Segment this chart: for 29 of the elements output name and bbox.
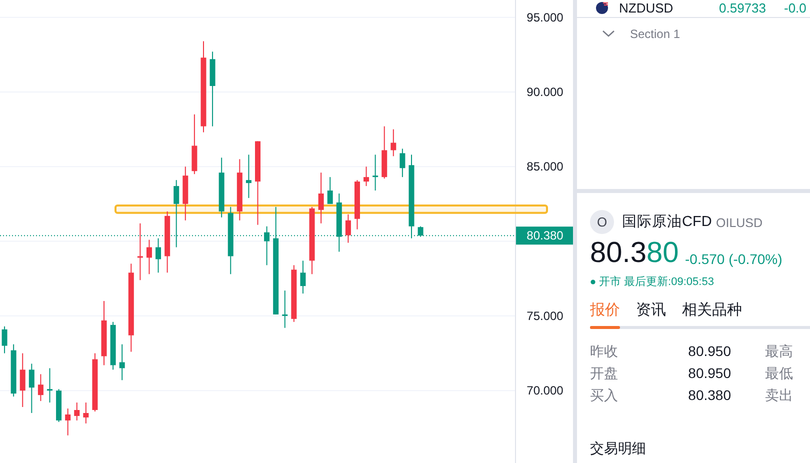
text: 开盘 bbox=[590, 365, 618, 381]
text: 开市 最后更新:09:05:53 bbox=[599, 275, 714, 288]
text: 80.380 bbox=[590, 237, 679, 269]
text: NZDUSD bbox=[619, 0, 674, 16]
text: O bbox=[596, 214, 608, 230]
text: 80.950 bbox=[688, 365, 732, 381]
text: Section 1 bbox=[630, 27, 680, 41]
ref-line-label: 80.380 bbox=[526, 228, 564, 243]
text: 报价 bbox=[589, 302, 620, 318]
text: 资讯 bbox=[636, 302, 666, 318]
text: 交易明细 bbox=[590, 440, 646, 456]
text: -0.570 (-0.70%) bbox=[685, 251, 782, 267]
y-tick-label: 75.000 bbox=[526, 308, 564, 323]
y-tick-label: 85.000 bbox=[526, 160, 564, 174]
text: 80.950 bbox=[688, 343, 732, 359]
text: 昨收 bbox=[590, 343, 618, 359]
text: 0.59733 bbox=[719, 0, 766, 16]
y-tick-label: 95.000 bbox=[526, 10, 564, 24]
text: 最低 bbox=[765, 365, 793, 381]
text: 买入 bbox=[590, 387, 618, 403]
y-tick-label: 90.000 bbox=[526, 84, 564, 99]
text: 卖出 bbox=[765, 387, 793, 403]
y-tick-label: 70.000 bbox=[526, 384, 564, 398]
text: OILUSD bbox=[716, 216, 763, 230]
text: 80.380 bbox=[688, 387, 732, 403]
text: 国际原油CFD bbox=[622, 213, 712, 230]
text: -0.0 bbox=[784, 0, 806, 16]
text: 相关品种 bbox=[682, 302, 742, 318]
text: 最高 bbox=[765, 343, 793, 359]
